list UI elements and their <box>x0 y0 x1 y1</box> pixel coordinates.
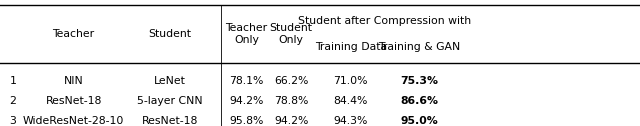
Text: 84.4%: 84.4% <box>333 96 368 106</box>
Text: 71.0%: 71.0% <box>333 76 368 86</box>
Text: ResNet-18: ResNet-18 <box>141 116 198 126</box>
Text: 94.3%: 94.3% <box>333 116 368 126</box>
Text: 75.3%: 75.3% <box>400 76 438 86</box>
Text: Teacher
Only: Teacher Only <box>225 23 268 45</box>
Text: WideResNet-28-10: WideResNet-28-10 <box>23 116 124 126</box>
Text: 3: 3 <box>10 116 16 126</box>
Text: Student: Student <box>148 29 191 39</box>
Text: Student after Compression with: Student after Compression with <box>298 16 472 26</box>
Text: LeNet: LeNet <box>154 76 186 86</box>
Text: Teacher: Teacher <box>52 29 95 39</box>
Text: NIN: NIN <box>64 76 83 86</box>
Text: 94.2%: 94.2% <box>229 96 264 106</box>
Text: 66.2%: 66.2% <box>274 76 308 86</box>
Text: Training & GAN: Training & GAN <box>378 42 460 52</box>
Text: 95.8%: 95.8% <box>229 116 264 126</box>
Text: 95.0%: 95.0% <box>401 116 438 126</box>
Text: Student
Only: Student Only <box>269 23 313 45</box>
Text: 1: 1 <box>10 76 16 86</box>
Text: 5-layer CNN: 5-layer CNN <box>137 96 202 106</box>
Text: ResNet-18: ResNet-18 <box>45 96 102 106</box>
Text: 86.6%: 86.6% <box>400 96 438 106</box>
Text: 78.1%: 78.1% <box>229 76 264 86</box>
Text: 2: 2 <box>10 96 16 106</box>
Text: 78.8%: 78.8% <box>274 96 308 106</box>
Text: Training Data: Training Data <box>315 42 387 52</box>
Text: 94.2%: 94.2% <box>274 116 308 126</box>
